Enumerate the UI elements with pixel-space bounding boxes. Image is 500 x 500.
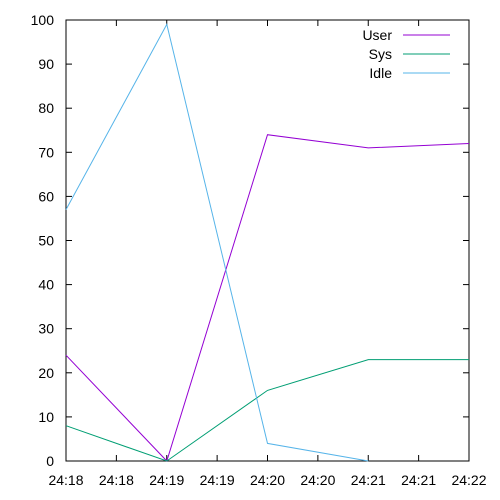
legend-label-idle: Idle bbox=[369, 65, 392, 81]
plot-border bbox=[65, 19, 470, 462]
y-tick-label: 100 bbox=[31, 12, 55, 28]
y-tick-label: 40 bbox=[38, 277, 54, 293]
y-tick-label: 70 bbox=[38, 144, 54, 160]
y-tick-label: 50 bbox=[38, 233, 54, 249]
legend: User Sys Idle bbox=[362, 27, 450, 81]
x-tick-label: 24:19 bbox=[200, 472, 235, 488]
y-tick-label: 20 bbox=[38, 365, 54, 381]
y-axis: 0 10 20 30 40 50 60 70 80 90 100 bbox=[31, 12, 469, 469]
series-lines bbox=[65, 23, 470, 462]
x-tick-label: 24:18 bbox=[48, 472, 83, 488]
x-tick-label: 24:20 bbox=[250, 472, 285, 488]
series-line-idle bbox=[65, 23, 369, 462]
y-tick-label: 30 bbox=[38, 321, 54, 337]
y-tick-label: 60 bbox=[38, 188, 54, 204]
y-tick-label: 10 bbox=[38, 409, 54, 425]
x-tick-label: 24:21 bbox=[401, 472, 436, 488]
x-tick-label: 24:19 bbox=[149, 472, 184, 488]
y-tick-label: 0 bbox=[46, 453, 54, 469]
legend-label-sys: Sys bbox=[369, 46, 392, 62]
y-tick-label: 80 bbox=[38, 100, 54, 116]
legend-label-user: User bbox=[362, 27, 392, 43]
x-axis: 24:18 24:18 24:19 24:19 24:20 24:20 24:21 24:21… bbox=[48, 20, 487, 488]
x-tick-label: 24:18 bbox=[99, 472, 134, 488]
x-tick-label: 24:21 bbox=[351, 472, 386, 488]
series-line-sys bbox=[65, 359, 469, 462]
x-tick-label: 24:20 bbox=[300, 472, 335, 488]
y-tick-label: 90 bbox=[38, 56, 54, 72]
x-tick-label: 24:22 bbox=[451, 472, 486, 488]
series-line-user bbox=[65, 134, 470, 462]
